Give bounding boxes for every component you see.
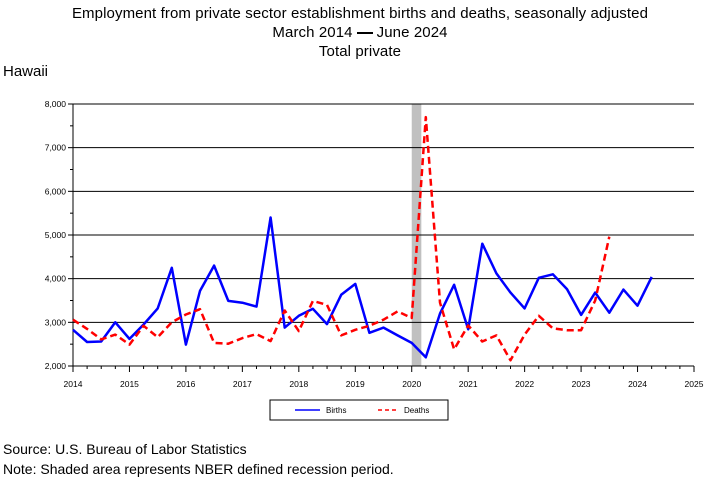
period-end: June 2024 — [376, 24, 448, 41]
state-label: Hawaii — [3, 63, 49, 80]
x-tick-label: 2023 — [572, 379, 591, 389]
legend-label-deaths: Deaths — [404, 406, 429, 415]
legend-box — [269, 399, 449, 421]
y-tick-label: 6,000 — [45, 186, 67, 196]
x-tick-label: 2014 — [64, 379, 83, 389]
chart-period: March 2014 June 2024 — [0, 23, 720, 42]
chart-subtitle: Total private — [318, 43, 402, 60]
y-tick-label: 5,000 — [45, 230, 67, 240]
source-note: Source: U.S. Bureau of Labor Statistics — [3, 441, 247, 457]
y-tick-label: 8,000 — [45, 99, 67, 109]
x-tick-label: 2025 — [685, 379, 704, 389]
x-tick-label: 2015 — [120, 379, 139, 389]
x-tick-label: 2020 — [402, 379, 421, 389]
y-tick-label: 3,000 — [45, 317, 67, 327]
x-tick-label: 2018 — [289, 379, 308, 389]
y-tick-label: 2,000 — [45, 361, 67, 371]
chart-title: Employment from private sector establish… — [71, 5, 649, 22]
x-tick-label: 2017 — [233, 379, 252, 389]
y-tick-label: 7,000 — [45, 143, 67, 153]
x-tick-label: 2021 — [459, 379, 478, 389]
series-line-births — [72, 216, 653, 359]
legend-label-births: Births — [326, 406, 346, 415]
x-tick-label: 2016 — [176, 379, 195, 389]
series-line-deaths — [72, 115, 611, 362]
chart-title-block: Employment from private sector establish… — [0, 4, 720, 61]
x-tick-label: 2024 — [628, 379, 647, 389]
period-start: March 2014 — [272, 24, 353, 41]
chart-footer: Source: U.S. Bureau of Labor Statistics … — [3, 439, 394, 479]
y-tick-label: 4,000 — [45, 274, 67, 284]
x-tick-label: 2019 — [346, 379, 365, 389]
recession-note: Note: Shaded area represents NBER define… — [3, 461, 394, 477]
x-tick-label: 2022 — [515, 379, 534, 389]
period-dash-icon — [356, 31, 373, 34]
